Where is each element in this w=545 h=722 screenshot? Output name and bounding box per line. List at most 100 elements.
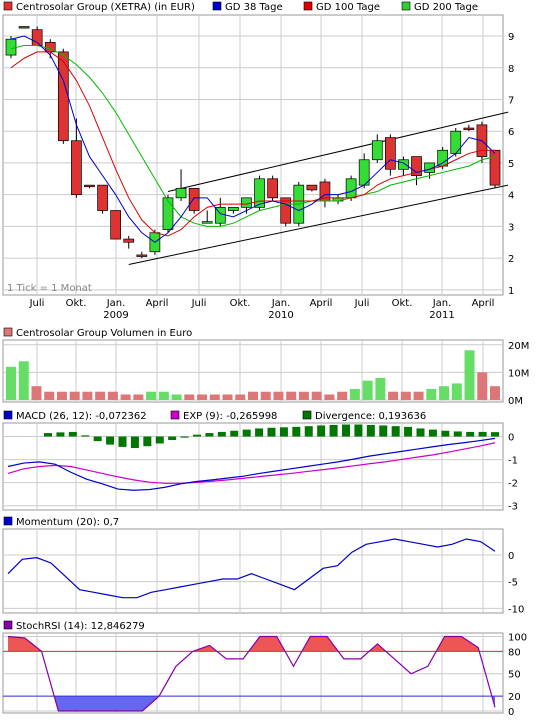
xtick-year-1: 2010 — [268, 310, 293, 321]
legend-volume: Centrosolar Group Volumen in Euro — [16, 328, 192, 339]
candle-body-14 — [188, 187, 200, 211]
volume-bar-13 — [171, 394, 182, 400]
candle-body-4 — [57, 51, 69, 142]
legend-gd38: GD 38 Tage — [225, 2, 283, 13]
candle-body-18 — [241, 197, 252, 208]
divergence-bar-36 — [491, 432, 499, 437]
xtick-month-6: Jan. — [271, 298, 291, 309]
momentum-legend: Momentum (20): 0,7 — [3, 516, 119, 528]
momentum-series-layer — [7, 538, 496, 599]
volume-bar-16 — [209, 394, 220, 400]
stochrsi-series-layer — [3, 635, 503, 712]
legend-gd100: GD 100 Tage — [316, 2, 380, 13]
candle-body-21 — [280, 197, 292, 224]
channel-upper — [167, 111, 509, 192]
candle-body-2 — [31, 29, 43, 46]
legend-swatch-exp — [170, 410, 180, 420]
candle-body-34 — [450, 130, 462, 154]
ytick-price-0: 1 — [508, 286, 514, 297]
gd100-line — [10, 51, 495, 237]
candle-body-29 — [385, 137, 396, 170]
legend-swatch-momentum — [3, 516, 13, 526]
candle-body-30 — [398, 159, 409, 170]
volume-bar-37 — [477, 372, 488, 400]
gd38-line — [10, 35, 496, 243]
xtick-month-3: April — [146, 298, 169, 309]
ytick-stoch-3: 20 — [508, 692, 521, 703]
divergence-bar-14 — [217, 431, 226, 437]
ytick-macd-1: -1 — [508, 456, 518, 467]
volume-bar-23 — [298, 391, 309, 400]
volume-bar-26 — [337, 391, 348, 400]
ytick-vol-1: 10M — [508, 368, 529, 379]
candle-body-9 — [123, 238, 135, 243]
volume-bar-31 — [400, 391, 411, 400]
volume-bar-10 — [133, 394, 144, 400]
volume-bar-29 — [375, 377, 386, 400]
divergence-bar-13 — [205, 433, 214, 437]
macd-line — [7, 437, 496, 491]
volume-bar-38 — [490, 386, 500, 400]
volume-bar-35 — [451, 383, 462, 400]
tick-note: 1 Tick = 1 Monat — [7, 283, 92, 294]
y-tick-labels: 1 2 3 4 5 6 7 8 9 20M 10M 0M 0 -1 -2 -3 0 -5 -10 100 80 50 20 0 — [508, 32, 529, 718]
volume-bar-30 — [388, 391, 399, 400]
xtick-month-7: April — [310, 298, 333, 309]
volume-bar-22 — [286, 391, 297, 400]
legend-momentum: Momentum (20): 0,7 — [16, 517, 119, 528]
candle-body-37 — [489, 149, 501, 186]
divergence-bar-29 — [404, 426, 413, 437]
divergence-bar-25 — [354, 424, 363, 437]
divergence-bar-23 — [329, 425, 338, 437]
divergence-bar-0 — [44, 433, 52, 437]
legend-swatch-price — [3, 1, 13, 11]
volume-bar-32 — [413, 391, 424, 400]
macd-series-layer — [7, 424, 499, 491]
legend-swatch-gd200 — [401, 1, 411, 11]
ytick-price-5: 6 — [508, 127, 514, 138]
candle-body-20 — [267, 178, 278, 199]
divergence-bar-33 — [453, 431, 462, 437]
ytick-mom-0: 0 — [508, 551, 514, 562]
divergence-bar-19 — [279, 427, 288, 437]
divergence-bar-26 — [366, 425, 375, 437]
candle-body-1 — [18, 26, 30, 29]
volume-bar-36 — [464, 350, 475, 400]
momentum-line — [7, 538, 496, 599]
gd200-line — [10, 45, 496, 227]
ytick-macd-3: -3 — [508, 502, 518, 513]
candle-body-12 — [162, 197, 174, 230]
exp-line — [7, 442, 496, 484]
divergence-bar-28 — [391, 426, 400, 437]
price-legend: Centrosolar Group (XETRA) (in EUR) GD 38… — [3, 1, 478, 13]
candle-body-33 — [437, 149, 449, 167]
divergence-bar-31 — [428, 429, 437, 437]
candle-body-31 — [411, 156, 422, 176]
ytick-stoch-1: 80 — [508, 647, 521, 658]
volume-bar-2 — [31, 386, 42, 400]
legend-price: Centrosolar Group (XETRA) (in EUR) — [16, 2, 195, 13]
volume-bar-21 — [273, 391, 284, 400]
volume-bar-18 — [235, 394, 246, 400]
candle-body-0 — [5, 38, 17, 56]
divergence-bar-16 — [242, 429, 251, 437]
xtick-year-0: 2009 — [103, 310, 128, 321]
ytick-mom-1: -5 — [508, 578, 518, 589]
candle-body-7 — [97, 184, 108, 211]
xtick-month-9: Okt. — [392, 298, 413, 309]
candle-body-5 — [71, 140, 82, 196]
legend-macd: MACD (26, 12): -0,072362 — [16, 411, 147, 422]
xtick-month-5: Okt. — [230, 298, 251, 309]
xtick-month-10: Jan. — [432, 298, 452, 309]
divergence-bar-22 — [317, 425, 326, 437]
legend-swatch-macd — [3, 410, 13, 420]
divergence-bar-1 — [56, 432, 65, 437]
ytick-price-3: 4 — [508, 191, 514, 202]
candle-body-13 — [175, 187, 187, 199]
volume-bar-5 — [69, 391, 80, 400]
ytick-stoch-4: 0 — [508, 707, 514, 718]
volume-bar-24 — [311, 391, 322, 400]
divergence-bar-17 — [255, 428, 264, 437]
divergence-bar-9 — [155, 436, 164, 444]
